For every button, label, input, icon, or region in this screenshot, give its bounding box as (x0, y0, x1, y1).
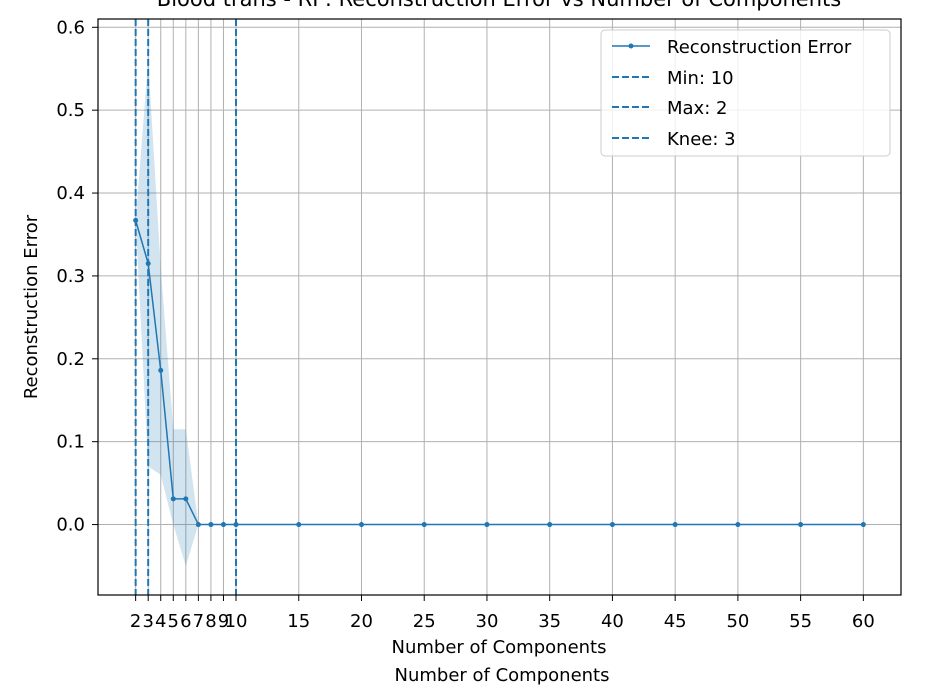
y-axis-label: Reconstruction Error (21, 214, 42, 399)
data-point (860, 522, 866, 528)
data-point (609, 522, 615, 528)
x-tick-label: 4 (155, 611, 166, 632)
data-point (421, 522, 427, 528)
legend-entry-knee: Knee: 3 (612, 129, 736, 150)
data-point (170, 496, 176, 502)
x-tick-label: 30 (476, 611, 499, 632)
x-axis-label-secondary: Number of Components (395, 665, 610, 686)
x-tick-label: 45 (664, 611, 687, 632)
x-tick-label: 9 (218, 611, 229, 632)
x-tick-label: 7 (193, 611, 204, 632)
x-tick-label: 3 (142, 611, 153, 632)
legend-label-min: Min: 10 (667, 68, 734, 89)
data-point (183, 496, 189, 502)
x-tick-label: 40 (601, 611, 624, 632)
x-tick-label: 6 (180, 611, 191, 632)
data-point (208, 522, 214, 528)
legend-entry-max: Max: 2 (612, 98, 727, 119)
legend-label-knee: Knee: 3 (667, 129, 736, 150)
legend-entry-reconstruction-error: Reconstruction Error (612, 37, 852, 58)
x-tick-label: 25 (413, 611, 436, 632)
y-tick-label: 0.0 (56, 515, 85, 536)
legend: Reconstruction Error Min: 10 Max: 2 Knee… (600, 29, 891, 157)
x-tick-label: 55 (789, 611, 812, 632)
y-axis-ticks: 0.0 0.1 0.2 0.3 0.4 0.5 0.6 (56, 17, 98, 536)
data-point (220, 522, 226, 528)
y-tick-label: 0.2 (56, 349, 85, 370)
data-point (358, 522, 364, 528)
data-point (735, 522, 741, 528)
x-tick-label: 60 (852, 611, 875, 632)
legend-marker-swatch (628, 43, 634, 49)
data-point (484, 522, 490, 528)
marker-vlines (134, 19, 238, 595)
plot-area (133, 19, 866, 595)
x-tick-label: 10 (225, 611, 248, 632)
x-tick-label: 50 (726, 611, 749, 632)
x-tick-label: 8 (205, 611, 216, 632)
data-point (672, 522, 678, 528)
x-tick-label: 2 (130, 611, 141, 632)
legend-box (600, 29, 891, 157)
plot-frame (97, 18, 902, 596)
x-tick-label: 5 (168, 611, 179, 632)
x-axis-ticks: 2 3 4 5 6 7 8 910 15 20 25 30 35 40 45 50 55 60 (130, 595, 875, 632)
chart-title: Blood trans - RP: Reconstruction Error v… (157, 0, 841, 11)
legend-label-reconstruction-error: Reconstruction Error (667, 37, 852, 58)
data-point (195, 522, 201, 528)
y-tick-label: 0.4 (56, 183, 85, 204)
x-tick-label: 15 (287, 611, 310, 632)
data-point (158, 367, 164, 373)
x-tick-label: 35 (538, 611, 561, 632)
x-tick-label: 20 (350, 611, 373, 632)
y-tick-label: 0.6 (56, 17, 85, 38)
y-tick-label: 0.5 (56, 100, 85, 121)
y-tick-label: 0.3 (56, 266, 85, 287)
legend-entry-min: Min: 10 (612, 68, 734, 89)
data-point (296, 522, 302, 528)
y-tick-label: 0.1 (56, 432, 85, 453)
x-axis-label: Number of Components (392, 637, 607, 658)
legend-label-max: Max: 2 (667, 98, 727, 119)
data-point (547, 522, 553, 528)
data-point (798, 522, 804, 528)
